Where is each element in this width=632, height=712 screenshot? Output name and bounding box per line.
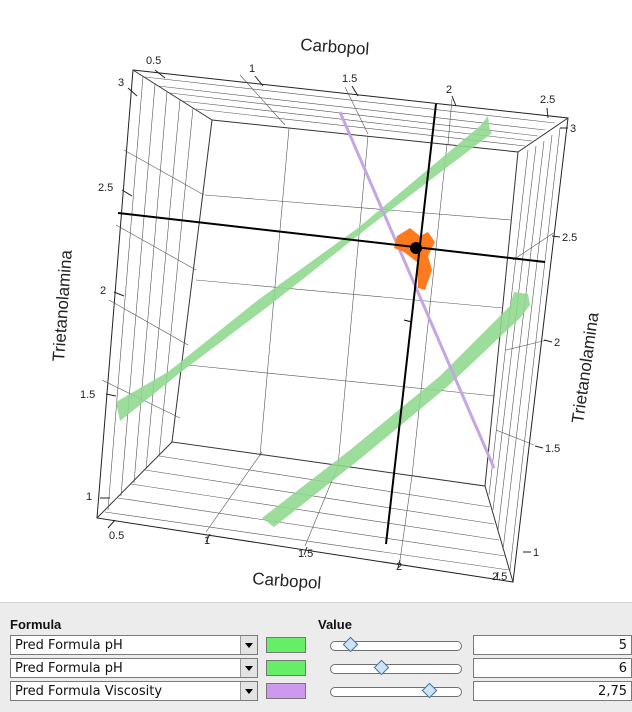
plot-area[interactable]: Carbopol Carbopol Trietanolamina Trietan… bbox=[0, 0, 632, 602]
orange-region bbox=[394, 228, 435, 290]
right-tick-label: 1 bbox=[533, 547, 539, 559]
formula-select-text: Pred Formula pH bbox=[15, 661, 123, 676]
right-tick-label: 2 bbox=[554, 337, 560, 349]
left-tick-label: 2.5 bbox=[98, 182, 113, 194]
value-slider-track[interactable] bbox=[330, 641, 462, 651]
bottom-tick-label: 1 bbox=[204, 535, 210, 547]
value-column-header: Value bbox=[318, 617, 352, 632]
back-face bbox=[171, 119, 519, 487]
bottom-tick-label: 0.5 bbox=[109, 530, 124, 542]
formula-column-header: Formula bbox=[10, 617, 62, 632]
right-tick-label: 1.5 bbox=[545, 443, 560, 455]
left-axis-title: Trietanolamina bbox=[49, 249, 76, 362]
value-field[interactable]: 2,75 bbox=[473, 681, 632, 701]
value-field[interactable]: 5 bbox=[473, 635, 632, 655]
top-tick-label: 1.5 bbox=[342, 73, 357, 85]
value-slider-track[interactable] bbox=[330, 664, 462, 674]
top-tick-label: 2 bbox=[446, 84, 452, 96]
left-tick-label: 1.5 bbox=[80, 389, 95, 401]
top-tick-label: 1 bbox=[249, 63, 255, 75]
bottom-tick-label: 2.5 bbox=[492, 571, 507, 583]
value-slider-track[interactable] bbox=[330, 687, 462, 697]
contour-row: Pred Formula Viscosity 2,75 bbox=[0, 681, 632, 703]
formula-select[interactable]: Pred Formula pH bbox=[10, 635, 258, 655]
formula-select-text: Pred Formula pH bbox=[15, 638, 123, 653]
value-field-text: 6 bbox=[618, 661, 627, 676]
contour-control-panel: Formula Value Pred Formula pH 5 Pred For… bbox=[0, 602, 632, 712]
green-band-lower bbox=[262, 292, 530, 527]
crosshair-horizontal[interactable] bbox=[117, 212, 546, 263]
right-axis-title: Trietanolamina bbox=[568, 311, 602, 425]
dropdown-arrow-icon[interactable] bbox=[240, 659, 257, 677]
left-tick-label: 3 bbox=[118, 77, 124, 89]
formula-select[interactable]: Pred Formula pH bbox=[10, 658, 258, 678]
formula-select[interactable]: Pred Formula Viscosity bbox=[10, 681, 258, 701]
contour-row: Pred Formula pH 6 bbox=[0, 658, 632, 680]
dropdown-arrow-icon[interactable] bbox=[240, 636, 257, 654]
green-band-upper bbox=[116, 116, 492, 421]
crosshair-markers bbox=[403, 245, 422, 323]
contour-color-swatch[interactable] bbox=[266, 683, 306, 699]
left-tick-label: 2 bbox=[100, 285, 106, 297]
bottom-tick-label: 1.5 bbox=[298, 548, 313, 560]
purple-contour-line bbox=[338, 111, 496, 469]
value-field-text: 2,75 bbox=[598, 684, 627, 699]
right-tick-label: 3 bbox=[570, 123, 576, 135]
dropdown-arrow-icon[interactable] bbox=[240, 682, 257, 700]
right-tick-label: 2.5 bbox=[562, 232, 577, 244]
value-field[interactable]: 6 bbox=[473, 658, 632, 678]
tick-marks bbox=[100, 69, 568, 581]
contour-row: Pred Formula pH 5 bbox=[0, 635, 632, 657]
top-tick-label: 0.5 bbox=[146, 55, 161, 67]
bottom-axis-title: Carbopol bbox=[252, 569, 322, 593]
grid-lines bbox=[101, 74, 561, 571]
value-field-text: 5 bbox=[618, 638, 627, 653]
top-axis-title: Carbopol bbox=[300, 35, 370, 59]
contour-color-swatch[interactable] bbox=[266, 660, 306, 676]
formula-select-text: Pred Formula Viscosity bbox=[15, 684, 163, 699]
contour-color-swatch[interactable] bbox=[266, 637, 306, 653]
top-tick-label: 2.5 bbox=[540, 94, 555, 106]
left-tick-label: 1 bbox=[86, 491, 92, 503]
bottom-tick-label: 2 bbox=[396, 561, 402, 573]
crosshair-vertical[interactable] bbox=[385, 103, 437, 545]
